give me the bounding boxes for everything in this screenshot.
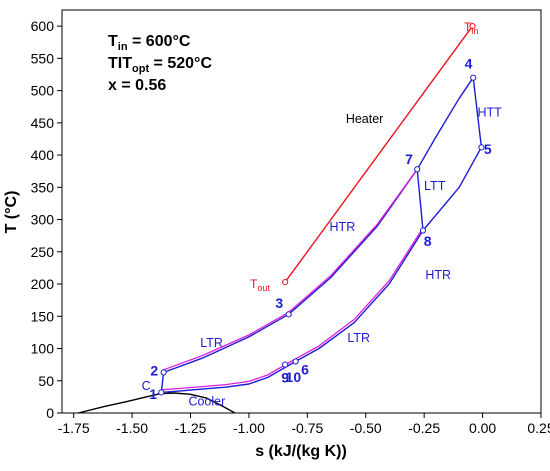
y-tick-label: 250: [31, 244, 55, 260]
info-tit-rest: = 520°C: [149, 55, 212, 72]
x-tick-label: -1.75: [58, 420, 90, 436]
y-axis-title: T (°C): [3, 191, 20, 234]
state-point-marker: [469, 23, 476, 30]
info-tit: TITopt = 520°C: [108, 55, 212, 75]
component-label: LTR: [200, 336, 223, 350]
state-point-label: 8: [424, 233, 432, 249]
state-point-marker: [419, 227, 427, 234]
plot-frame: [61, 9, 542, 414]
series-cycle-6-9-1: [161, 360, 297, 394]
tout-label: Tout: [250, 277, 270, 293]
state-point-marker: [292, 358, 299, 365]
y-tick-label: 350: [31, 179, 55, 195]
series-cycle-5-8-6: [295, 146, 483, 363]
tout-sub: out: [257, 283, 270, 293]
component-label: HTR: [425, 268, 451, 282]
component-label: C: [142, 379, 151, 393]
y-tick-label: 400: [31, 147, 55, 163]
marker-layer: [158, 23, 485, 396]
tin-main: T: [464, 20, 472, 34]
info-tin: Tin = 600°C: [108, 33, 191, 53]
state-point-label: 6: [301, 361, 309, 377]
state-point-marker: [470, 74, 477, 81]
state-point-marker: [285, 311, 292, 318]
x-tick-label: 0.25: [527, 420, 550, 436]
info-tin-main: T: [108, 33, 118, 50]
state-point-marker: [478, 144, 485, 151]
state-point-marker: [282, 279, 289, 286]
series-recuperator-hot: [161, 227, 424, 391]
component-label: LTT: [424, 179, 446, 193]
tin-label: Tin: [464, 20, 478, 36]
component-label: LTR: [347, 331, 370, 345]
component-label: Heater: [346, 112, 384, 126]
x-tick-label: 0.00: [469, 420, 496, 436]
state-point-marker: [414, 166, 421, 173]
info-x: x = 0.56: [108, 77, 166, 94]
x-tick-label: -1.50: [116, 420, 148, 436]
x-axis: -1.75 -1.50 -1.25 -1.00 -0.75 -0.50 -0.25 0.00 0…: [58, 413, 550, 436]
series-cycle-4-5: [472, 77, 483, 148]
tout-main: T: [250, 277, 258, 291]
series-cycle-1-2: [160, 372, 165, 393]
state-point-label: 4: [465, 56, 473, 72]
y-axis: 0 50 100 150 200 250 300 350 400 450 500 550 600: [31, 18, 62, 421]
x-tick-label: -0.25: [408, 420, 440, 436]
info-box: Tin = 600°C TITopt = 520°C x = 0.56: [108, 33, 212, 94]
plot-area: 1 2 3 4 5 6 7 8 910 HTT LTT HTR HTR LTR LTR C Cooler Heat…: [61, 9, 542, 414]
y-tick-label: 450: [31, 115, 55, 131]
state-point-label: 2: [150, 363, 158, 379]
series-ltt-7-8: [416, 169, 424, 231]
y-tick-label: 100: [31, 341, 55, 357]
state-point-label: 5: [484, 141, 492, 157]
tin-sub: in: [471, 26, 478, 36]
component-label: HTR: [330, 220, 356, 234]
component-label: Cooler: [188, 394, 225, 408]
info-tit-sub: opt: [132, 63, 149, 75]
y-tick-label: 600: [31, 18, 55, 34]
state-point-marker: [282, 361, 289, 368]
info-tin-rest: = 600°C: [128, 33, 191, 50]
state-point-label: 7: [405, 151, 413, 167]
state-point-marker: [160, 369, 167, 376]
state-point-label: 1: [149, 386, 157, 402]
x-tick-label: -1.00: [233, 420, 265, 436]
y-tick-label: 550: [31, 50, 55, 66]
y-tick-label: 150: [31, 308, 55, 324]
y-tick-label: 300: [31, 212, 55, 228]
label-layer: 1 2 3 4 5 6 7 8 910 HTT LTT HTR HTR LTR LTR C Cooler Heat…: [142, 56, 503, 409]
y-tick-label: 50: [38, 373, 54, 389]
x-axis-title: s (kJ/(kg K)): [255, 443, 347, 460]
x-tick-label: -0.75: [291, 420, 323, 436]
series-heater: [284, 25, 474, 283]
x-tick-label: -1.25: [175, 420, 207, 436]
info-tit-main: TIT: [108, 55, 132, 72]
y-tick-label: 500: [31, 83, 55, 99]
y-tick-label: 200: [31, 276, 55, 292]
x-tick-label: -0.50: [350, 420, 382, 436]
series-saturation-dome: [78, 392, 236, 414]
state-point-label: 10: [286, 369, 302, 385]
state-point-label: 3: [275, 295, 283, 311]
series-cycle-7-4: [416, 77, 474, 170]
state-point-marker: [158, 389, 165, 396]
component-label: HTT: [477, 105, 502, 119]
state-point-label: 9: [281, 370, 289, 386]
info-tin-sub: in: [118, 41, 128, 53]
y-tick-label: 0: [46, 405, 54, 421]
